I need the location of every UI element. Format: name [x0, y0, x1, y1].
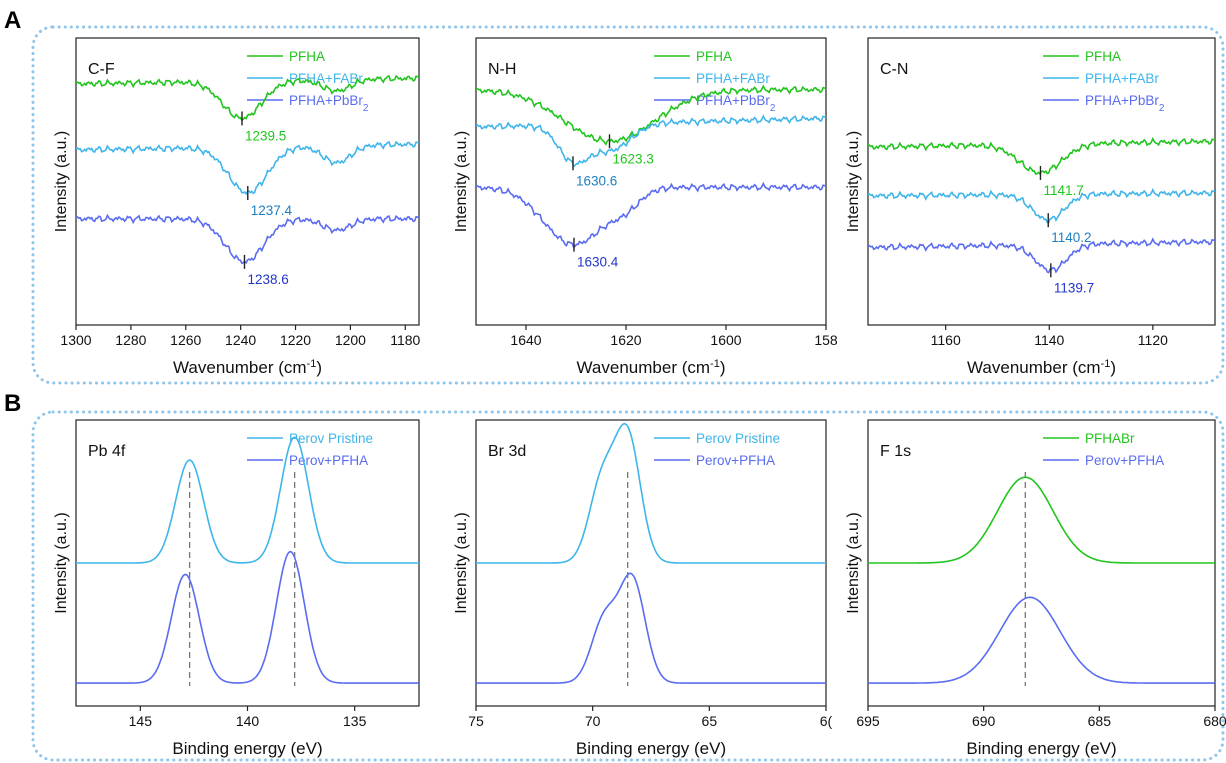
x-axis-label: Binding energy (eV): [966, 739, 1116, 758]
x-tick-label: 695: [856, 713, 880, 729]
peak-label: 1623.3: [613, 151, 654, 166]
x-tick-label: 1620: [610, 332, 641, 348]
chart-br-3d: 75 70 65 6( Binding energy (eV) Intensity (a.…: [453, 419, 833, 758]
panel-b-dotted-border: [31, 410, 1225, 762]
y-axis-label: Intensity (a.u.): [845, 512, 862, 613]
x-tick-label: 1120: [1138, 332, 1168, 348]
legend-label-pfha-pbbr2: PFHA+PbBr2: [1085, 93, 1165, 114]
y-axis-label: Intensity (a.u.): [845, 131, 862, 232]
series-line-perov-pfha: [868, 596, 1215, 684]
chart-c-f: 1300 1280 1260 1240 1220 1200 1180 Wavenumber (…: [53, 37, 421, 377]
x-tick-label: 135: [343, 713, 367, 729]
x-tick-label: 690: [972, 713, 996, 729]
x-tick-label: 1180: [390, 332, 420, 348]
x-tick-label: 6(: [820, 713, 833, 729]
x-tick-label: 1300: [60, 332, 91, 348]
legend-label-perov-pfha: Perov+PFHA: [696, 453, 775, 468]
series-line-pfha-fabr: [475, 114, 827, 168]
x-axis-label: Wavenumber (cm-1): [967, 358, 1116, 377]
y-axis-label: Intensity (a.u.): [453, 512, 470, 613]
series-line-pfhabr: [868, 476, 1215, 564]
x-tick-label: 140: [236, 713, 260, 729]
x-tick-label: 70: [585, 713, 601, 729]
series-line-pfha-pbbr2: [75, 213, 420, 265]
series-line-pfha-pbbr2: [476, 181, 827, 249]
x-tick-label: 158: [814, 332, 838, 348]
legend-label-perov-pfha: Perov+PFHA: [289, 453, 368, 468]
series-line-pfha: [75, 74, 420, 122]
peak-label: 1140.2: [1051, 230, 1091, 245]
y-axis-label: Intensity (a.u.): [53, 512, 70, 613]
peak-label: 1239.5: [245, 128, 286, 143]
x-tick-label: 1240: [225, 332, 256, 348]
panel-label-b: B: [4, 390, 21, 417]
x-tick-label: 145: [129, 713, 153, 729]
x-tick-label: 65: [702, 713, 718, 729]
plot-frame: [475, 37, 827, 326]
peak-label: 1141.7: [1043, 183, 1083, 198]
chart-pb-4f: 145 140 135 Binding energy (eV) Intensity (a…: [53, 419, 420, 758]
panel-a-dotted-border: [31, 25, 1225, 385]
series-line-pfha-pbbr2: [867, 237, 1216, 274]
legend-label-pfha-fabr: PFHA+FABr: [696, 71, 770, 86]
plot-frame: [867, 37, 1216, 326]
x-tick-label: 1640: [510, 332, 541, 348]
legend-label-perov-pristine: Perov Pristine: [696, 431, 780, 446]
x-tick-label: 685: [1088, 713, 1112, 729]
panel-title: C-F: [88, 61, 115, 78]
legend-label-perov-pristine: Perov Pristine: [289, 431, 373, 446]
x-tick-label: 1140: [1034, 332, 1064, 348]
panel-title: Pb 4f: [88, 443, 126, 460]
x-tick-label: 1280: [115, 332, 146, 348]
legend-label-pfha: PFHA: [1085, 49, 1121, 64]
peak-label: 1237.4: [251, 203, 293, 218]
peak-label: 1238.6: [247, 272, 288, 287]
panel-title: C-N: [880, 61, 908, 78]
x-axis-label: Wavenumber (cm-1): [173, 358, 322, 377]
series-line-perov-pfha: [76, 550, 419, 684]
chart-f-1s: 695 690 685 680 Binding energy (eV) Intensity…: [845, 419, 1226, 758]
legend-label-pfha-pbbr2: PFHA+PbBr2: [289, 93, 369, 114]
x-tick-label: 1260: [170, 332, 201, 348]
x-axis-label: Binding energy (eV): [576, 739, 726, 758]
series-line-pfha-fabr: [867, 187, 1216, 224]
x-tick-label: 1200: [335, 332, 366, 348]
plot-frame: [75, 37, 420, 326]
legend-label-pfha-fabr: PFHA+FABr: [289, 71, 363, 86]
x-tick-label: 75: [468, 713, 484, 729]
x-axis-label: Wavenumber (cm-1): [577, 358, 726, 377]
panel-label-a: A: [4, 7, 21, 34]
series-line-pfha: [867, 136, 1216, 176]
x-tick-label: 1220: [280, 332, 311, 348]
chart-c-n: 1160 1140 1120 Wavenumber (cm-1) Intensity (…: [845, 37, 1216, 377]
series-line-perov-pristine: [476, 422, 826, 564]
y-axis-label: Intensity (a.u.): [53, 131, 70, 232]
legend-label-pfha: PFHA: [696, 49, 732, 64]
x-tick-label: 1600: [710, 332, 741, 348]
peak-label: 1139.7: [1054, 280, 1094, 295]
panel-group-b: B: [4, 390, 1225, 762]
panel-group-a: A: [4, 7, 1225, 385]
legend-label-pfha-pbbr2: PFHA+PbBr2: [696, 93, 776, 114]
legend-label-pfhabr: PFHABr: [1085, 431, 1135, 446]
legend-label-pfha-fabr: PFHA+FABr: [1085, 71, 1159, 86]
panel-title: N-H: [488, 61, 516, 78]
x-tick-label: 680: [1203, 713, 1226, 729]
chart-n-h: 1640 1620 1600 158 Wavenumber (cm-1) Intensit…: [453, 37, 838, 377]
series-line-pfha: [475, 84, 827, 146]
panel-title: Br 3d: [488, 443, 526, 460]
peak-label: 1630.4: [577, 255, 619, 270]
series-line-perov-pfha: [476, 572, 826, 684]
x-tick-label: 1160: [931, 332, 961, 348]
legend-label-pfha: PFHA: [289, 49, 325, 64]
legend-label-perov-pfha: Perov+PFHA: [1085, 453, 1164, 468]
y-axis-label: Intensity (a.u.): [453, 131, 470, 232]
x-axis-label: Binding energy (eV): [172, 739, 322, 758]
peak-label: 1630.6: [576, 173, 617, 188]
series-line-perov-pristine: [76, 436, 419, 564]
panel-title: F 1s: [880, 443, 911, 460]
